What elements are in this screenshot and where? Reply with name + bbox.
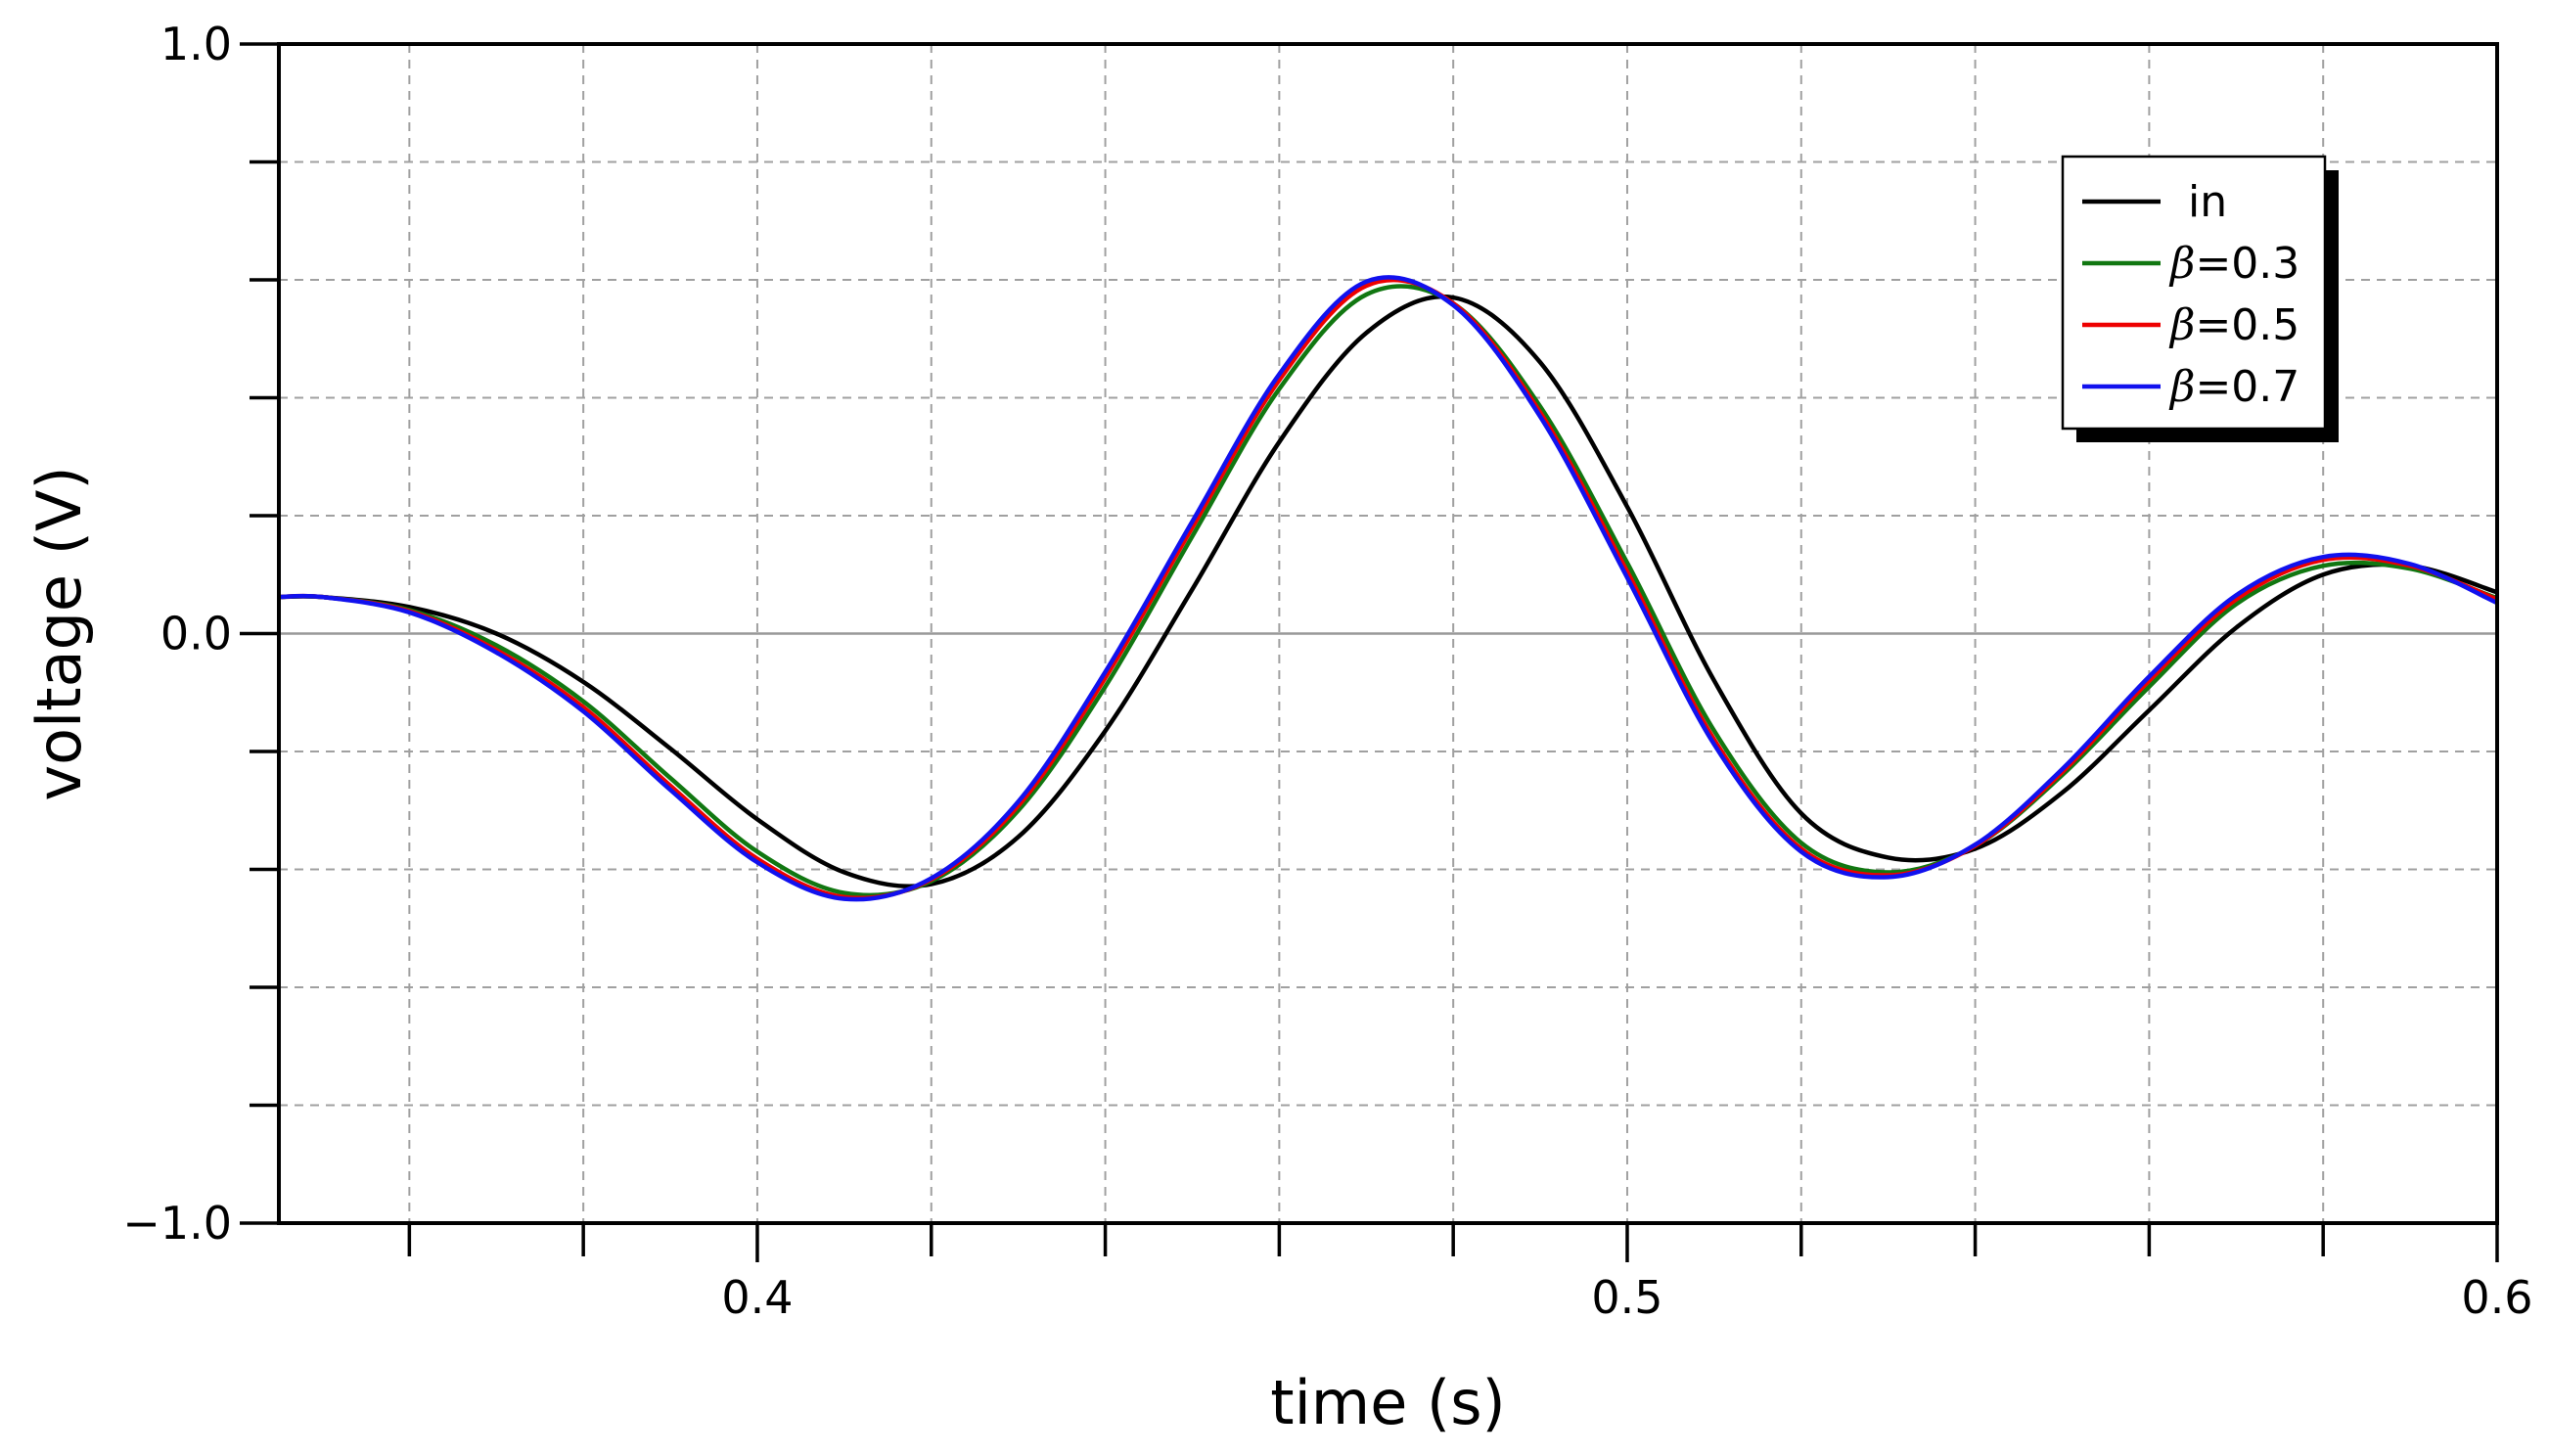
- legend-label: in: [2188, 177, 2227, 227]
- legend-items: inβ=0.3β=0.5β=0.7: [2082, 177, 2299, 412]
- series-lines: [278, 275, 2498, 902]
- legend-label: β=0.5: [2168, 300, 2299, 350]
- legend-label-symbol: β: [2168, 239, 2195, 289]
- tick-labels: 0.4 0.5 0.6 −1.0 0.0 1.0: [122, 18, 2532, 1324]
- x-tick-label: 0.5: [1591, 1271, 1662, 1324]
- y-tick-label: −1.0: [122, 1197, 232, 1250]
- x-tick-label: 0.6: [2461, 1271, 2532, 1324]
- legend-label-symbol: β: [2168, 362, 2195, 412]
- legend-label-value: =0.7: [2195, 362, 2299, 412]
- legend-label: β=0.7: [2168, 362, 2299, 412]
- legend-label-value: =0.5: [2195, 300, 2299, 350]
- legend-label-symbol: β: [2168, 300, 2195, 350]
- series-line-in: [278, 294, 2498, 888]
- legend-label: β=0.3: [2168, 239, 2299, 289]
- legend-label-value: =0.3: [2195, 239, 2299, 289]
- series-line-beta=0.5: [278, 277, 2498, 901]
- legend: inβ=0.3β=0.5β=0.7: [2061, 155, 2339, 442]
- x-axis-title: time (s): [1270, 1367, 1505, 1438]
- series-line-beta=0.3: [278, 284, 2498, 898]
- y-axis-title: voltage (V): [23, 466, 95, 800]
- axis-ticks: [240, 42, 2499, 1262]
- y-tick-label: 1.0: [160, 18, 232, 70]
- series-line-beta=0.7: [278, 275, 2498, 902]
- y-tick-label: 0.0: [160, 608, 232, 660]
- x-tick-label: 0.4: [721, 1271, 793, 1324]
